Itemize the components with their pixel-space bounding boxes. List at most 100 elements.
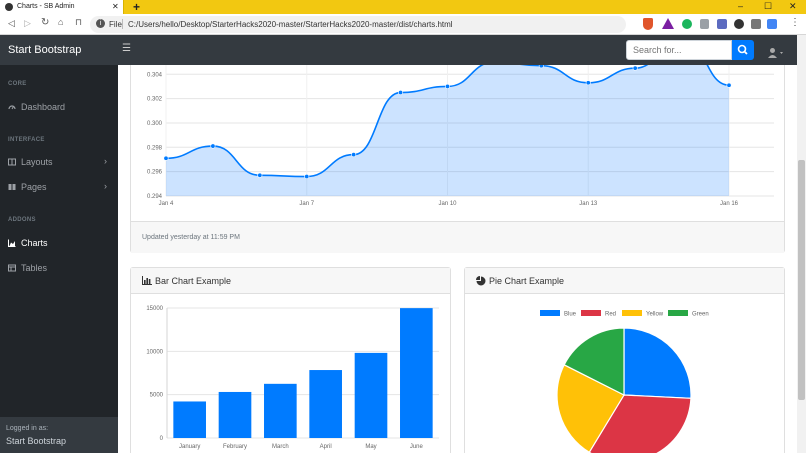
scrollbar-thumb[interactable] (798, 160, 805, 400)
close-window-icon[interactable]: ✕ (789, 1, 797, 11)
area-x-tick-label: Jan 13 (579, 201, 598, 207)
bar (309, 370, 342, 438)
pie-card-title: Pie Chart Example (489, 275, 565, 286)
tab-title: Charts - SB Admin (17, 3, 75, 10)
book-icon (8, 184, 16, 190)
extension-grey-icon[interactable] (700, 19, 709, 29)
pie-legend-swatch (668, 310, 688, 316)
bar (400, 308, 433, 438)
area-y-tick-label: 0.300 (147, 121, 163, 127)
columns-icon (8, 158, 16, 166)
url-text: C:/Users/hello/Desktop/StarterHacks2020-… (128, 20, 453, 29)
info-icon: i (96, 19, 105, 28)
page-scrollbar[interactable] (797, 35, 806, 453)
pie-legend-label: Yellow (646, 312, 664, 318)
extension-dark-icon[interactable] (734, 19, 744, 29)
pie-legend-swatch (540, 310, 560, 316)
bar-x-tick-label: June (410, 444, 424, 450)
brand-link[interactable]: Start Bootstrap (8, 44, 82, 56)
rewards-icon[interactable] (662, 18, 674, 29)
bar-x-tick-label: May (365, 444, 376, 450)
sidebar-item-layouts[interactable]: Layouts › (0, 153, 118, 171)
pie-slice (588, 394, 692, 453)
extension-puzzle-icon[interactable] (751, 19, 761, 29)
area-x-tick-label: Jan 4 (159, 201, 174, 207)
area-card-footer: Updated yesterday at 11:59 PM (131, 221, 784, 253)
search-input[interactable] (626, 40, 732, 60)
pie-slice (563, 327, 625, 396)
bar-x-tick-label: January (179, 444, 200, 450)
area-data-point (585, 80, 591, 86)
chevron-right-icon: › (104, 181, 107, 191)
area-chart-icon (8, 239, 16, 247)
sidebar-item-dashboard[interactable]: Dashboard (0, 98, 118, 116)
main-content: 0.294 0.296 0.298 0.300 0.302 0.304 Jan 4 Jan 7… (118, 65, 797, 453)
pie-legend-swatch (622, 310, 642, 316)
sidebar-item-charts[interactable]: Charts (0, 234, 118, 252)
area-y-tick-label: 0.294 (147, 194, 163, 200)
sidebar-item-label: Pages (21, 182, 47, 192)
sidebar-toggle-icon[interactable]: ☰ (122, 43, 131, 54)
menu-dots-icon[interactable]: ⋮ (790, 17, 800, 28)
area-chart-card: 0.294 0.296 0.298 0.300 0.302 0.304 Jan 4 Jan 7… (130, 65, 785, 253)
bookmark-icon[interactable]: ⊓ (75, 17, 83, 27)
area-x-tick-label: Jan 7 (299, 201, 314, 207)
bar-y-tick-label: 10000 (146, 349, 163, 355)
extension-blue-icon[interactable] (717, 19, 727, 29)
minimize-icon[interactable]: – (738, 1, 744, 11)
pie-slice (623, 327, 692, 399)
area-x-tick-label: Jan 10 (438, 201, 457, 207)
sidebar-item-label: Layouts (21, 157, 53, 167)
logged-in-user: Start Bootstrap (6, 436, 67, 446)
bar (173, 401, 206, 438)
area-y-tick-label: 0.296 (147, 170, 163, 176)
bar-chart-icon (142, 276, 152, 285)
address-bar: ◁ ▷ ↻ ⌂ ⊓ i File C:/Users/hello/Desktop/… (0, 14, 806, 35)
sidebar-item-pages[interactable]: Pages › (0, 178, 118, 196)
area-data-point (538, 65, 544, 69)
area-y-tick-label: 0.302 (147, 97, 163, 103)
logged-in-label: Logged in as: (6, 425, 49, 432)
home-icon[interactable]: ⌂ (58, 17, 64, 27)
table-icon (8, 264, 16, 272)
bar (354, 352, 388, 438)
tab-close-icon[interactable]: ✕ (112, 2, 119, 11)
tab-favicon-icon (5, 3, 13, 11)
sidebar-item-label: Tables (21, 263, 48, 273)
area-x-tick-label: Jan 16 (720, 201, 739, 207)
brave-shield-icon[interactable] (643, 18, 653, 30)
area-data-point (726, 82, 732, 88)
url-field[interactable]: i File C:/Users/hello/Desktop/StarterHac… (90, 16, 626, 33)
bar (264, 383, 297, 438)
search-icon (737, 44, 748, 55)
user-dropdown[interactable] (768, 45, 786, 63)
reload-icon[interactable]: ↻ (41, 17, 50, 28)
forward-icon[interactable]: ▷ (24, 18, 31, 28)
area-fill (166, 65, 729, 196)
sidebar-item-tables[interactable]: Tables (0, 259, 118, 277)
sidebar-heading-addons: ADDONS (8, 217, 36, 223)
search-button[interactable] (732, 40, 754, 60)
sidebar: CORE Dashboard INTERFACE Layouts › Pages… (0, 65, 118, 453)
area-data-point (257, 172, 263, 178)
dashboard-icon (8, 105, 16, 110)
back-icon[interactable]: ◁ (8, 18, 15, 28)
area-y-tick-label: 0.298 (147, 145, 163, 151)
maximize-icon[interactable]: ☐ (764, 1, 773, 11)
bar-card-title: Bar Chart Example (155, 275, 232, 286)
bar-x-tick-label: April (320, 444, 332, 450)
bar-y-tick-label: 0 (160, 436, 164, 442)
bar (218, 391, 252, 438)
extension-translate-icon[interactable] (767, 19, 777, 29)
new-tab-button[interactable]: + (133, 0, 141, 14)
pie-legend-label: Green (692, 312, 709, 318)
browser-tab[interactable]: Charts - SB Admin ✕ (0, 0, 124, 14)
extension-green-icon[interactable] (682, 19, 692, 29)
browser-tab-strip: Charts - SB Admin ✕ + – ☐ ✕ (0, 0, 806, 14)
area-chart: 0.294 0.296 0.298 0.300 0.302 0.304 Jan 4 Jan 7… (147, 65, 774, 207)
bar-chart-card: Bar Chart Example 0 5000 10000 15000 January… (130, 267, 451, 453)
bar-chart: 0 5000 10000 15000 January February March April… (146, 306, 439, 450)
sidebar-item-label: Dashboard (21, 102, 66, 112)
area-data-point (163, 155, 169, 161)
updated-text: Updated yesterday at 11:59 PM (142, 234, 240, 241)
